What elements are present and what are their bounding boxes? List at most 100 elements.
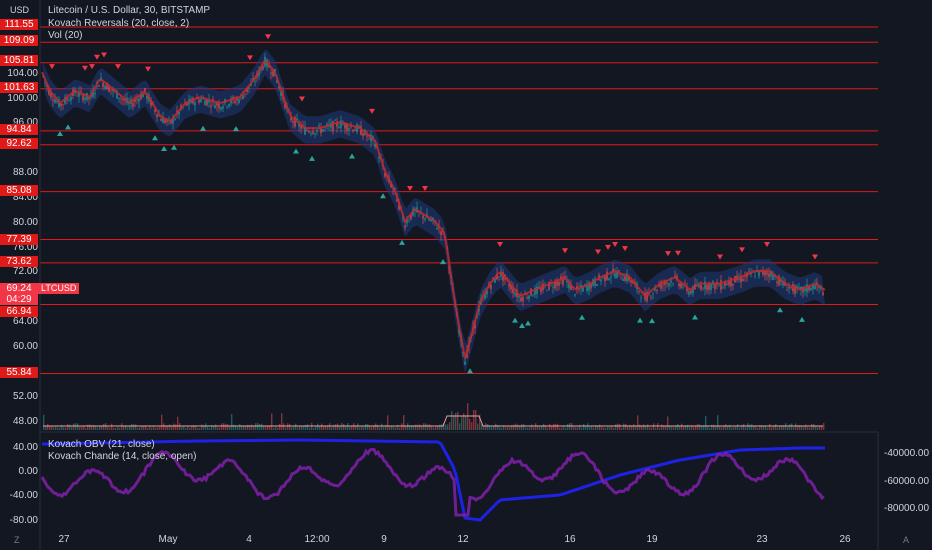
- indicator-legend-kovach-obv[interactable]: Kovach OBV (21, close): [48, 439, 155, 450]
- candle-body: [106, 83, 108, 90]
- candle-body: [94, 92, 96, 95]
- price-axis-label: 96.00: [12, 117, 38, 128]
- volume-bar: [475, 410, 477, 430]
- volume-bar: [327, 425, 329, 430]
- candle-body: [674, 275, 676, 278]
- down-reversal-marker: [764, 242, 770, 248]
- volume-bar: [719, 426, 721, 430]
- auto-scale-button[interactable]: A: [903, 535, 910, 545]
- volume-bar: [793, 427, 795, 430]
- volume-bar: [129, 426, 131, 430]
- volume-bar: [449, 422, 451, 430]
- volume-bar: [369, 425, 371, 430]
- volume-bar: [803, 426, 805, 430]
- volume-bar: [337, 423, 339, 430]
- volume-bar: [179, 423, 181, 430]
- candle-body: [82, 95, 84, 101]
- volume-bar: [607, 426, 609, 430]
- candle-body: [390, 183, 392, 188]
- candle-body: [512, 286, 514, 294]
- volume-bar: [541, 425, 543, 430]
- candle-body: [228, 103, 230, 107]
- candle-body: [720, 280, 722, 290]
- price-axis-label: 80.00: [12, 217, 38, 228]
- volume-bar: [173, 423, 175, 430]
- volume-bar: [383, 426, 385, 430]
- volume-bar: [321, 423, 323, 430]
- candle-body: [520, 297, 522, 302]
- volume-bar: [53, 427, 55, 430]
- indicator-legend-volume[interactable]: Vol (20): [48, 30, 83, 41]
- chande-axis-label: -40.00: [9, 490, 38, 501]
- volume-bar: [137, 427, 139, 430]
- volume-bar: [713, 424, 715, 430]
- volume-bar: [739, 427, 741, 430]
- indicator-legend-kovach-chande[interactable]: Kovach Chande (14, close, open): [48, 451, 197, 462]
- candle-body: [688, 291, 690, 295]
- volume-bar: [673, 427, 675, 430]
- candle-body: [806, 284, 808, 293]
- candle-body: [628, 276, 630, 281]
- volume-bar: [455, 412, 457, 430]
- chart-title[interactable]: Litecoin / U.S. Dollar, 30, BITSTAMP: [48, 5, 211, 16]
- candle-body: [586, 285, 588, 292]
- volume-bar: [163, 423, 165, 430]
- zoom-button[interactable]: Z: [14, 535, 20, 545]
- candle-body: [620, 278, 622, 280]
- indicator-legend-kovach-reversals[interactable]: Kovach Reversals (20, close, 2): [48, 18, 190, 29]
- candle-body: [102, 82, 104, 88]
- down-reversal-marker: [717, 254, 723, 260]
- up-reversal-marker: [440, 259, 446, 265]
- volume-bar: [517, 424, 519, 430]
- candle-body: [338, 126, 340, 129]
- volume-bar: [485, 423, 487, 430]
- candle-body: [766, 272, 768, 275]
- down-reversal-marker: [595, 249, 601, 255]
- candle-body: [406, 220, 408, 224]
- volume-bar: [47, 423, 49, 430]
- candle-body: [278, 85, 280, 89]
- volume-bar: [315, 425, 317, 430]
- candle-body: [270, 72, 272, 74]
- candle-body: [336, 121, 338, 127]
- volume-bar: [193, 425, 195, 430]
- candle-body: [230, 98, 232, 104]
- chande-axis-label: -80.00: [9, 515, 38, 526]
- candle-body: [154, 109, 156, 112]
- candle-body: [118, 97, 120, 100]
- up-reversal-marker: [57, 131, 63, 137]
- symbol-tag[interactable]: LTCUSD: [38, 283, 80, 294]
- volume-bar: [299, 425, 301, 430]
- candle-body: [656, 289, 658, 292]
- volume-bar: [371, 426, 373, 430]
- candle-body: [718, 285, 720, 287]
- candle-body: [62, 104, 64, 105]
- volume-bar: [519, 425, 521, 430]
- volume-bar: [153, 425, 155, 430]
- volume-bar: [615, 424, 617, 430]
- volume-bar: [581, 427, 583, 430]
- volume-bar: [755, 425, 757, 430]
- volume-bar: [521, 424, 523, 430]
- candle-body: [244, 93, 246, 95]
- volume-bar: [815, 425, 817, 430]
- volume-bar: [747, 423, 749, 430]
- volume-bar: [791, 423, 793, 430]
- volume-bar: [567, 424, 569, 430]
- candle-body: [546, 290, 548, 292]
- candle-body: [352, 129, 354, 132]
- volume-bar: [823, 423, 825, 430]
- volume-bar: [385, 424, 387, 430]
- candle-body: [494, 278, 496, 283]
- volume-bar: [657, 423, 659, 430]
- candle-body: [532, 295, 534, 297]
- candle-body: [570, 284, 572, 290]
- candle-body: [184, 101, 186, 103]
- volume-bar: [211, 425, 213, 430]
- candle-body: [108, 86, 110, 92]
- volume-bar: [99, 426, 101, 430]
- candle-body: [318, 125, 320, 127]
- volume-bar: [59, 427, 61, 430]
- candle-body: [146, 94, 148, 100]
